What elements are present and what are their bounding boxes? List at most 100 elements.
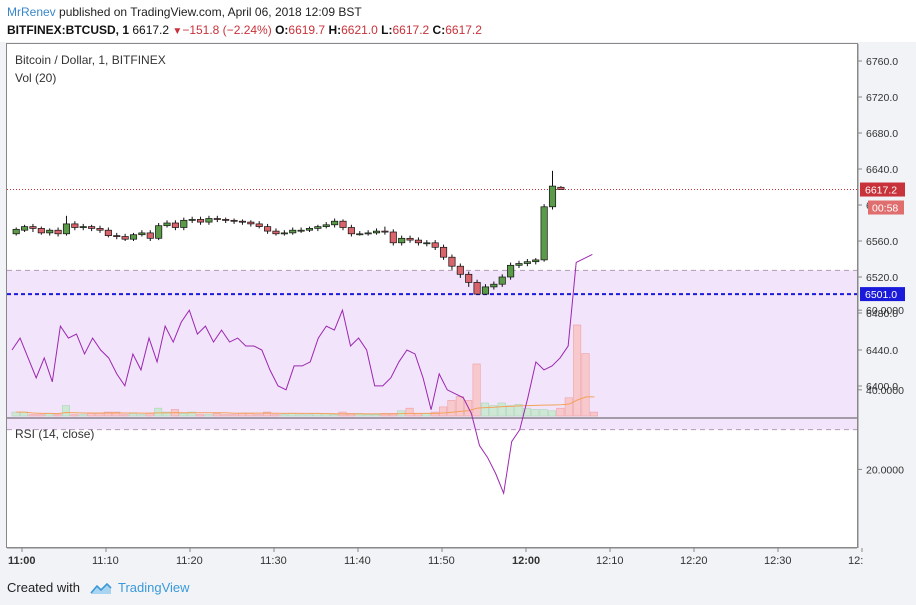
time-tick-label: 12: <box>848 555 863 567</box>
volume-bar <box>36 414 45 417</box>
candle-body <box>280 232 288 235</box>
candle-body <box>247 221 255 225</box>
candle-body <box>398 237 406 244</box>
volume-bar <box>304 414 313 417</box>
volume-bar <box>548 410 557 417</box>
price-change: −151.8 (−2.24%) <box>182 23 272 37</box>
candle-body <box>230 219 238 222</box>
time-tick-label: 12:30 <box>764 555 792 567</box>
candle-body <box>171 222 179 228</box>
volume-ma-line <box>16 396 595 415</box>
candle-body <box>46 229 54 234</box>
tradingview-brand-link[interactable]: TradingView <box>118 580 190 595</box>
symbol-label: BITFINEX:BTCUSD, 1 <box>7 23 130 37</box>
volume-bar <box>439 406 448 417</box>
volume-bar <box>506 405 515 417</box>
countdown-badge <box>868 200 904 215</box>
footer: Created with TradingView <box>7 580 190 596</box>
countdown-badge-label: 00:58 <box>872 203 898 215</box>
candle-body <box>155 225 163 239</box>
high-label: H: <box>328 23 342 37</box>
volume-tick-label: 6440.0 <box>866 345 898 357</box>
volume-bar <box>212 413 221 417</box>
candle-body <box>104 229 112 236</box>
rsi-band <box>7 270 857 430</box>
candle-body <box>88 226 96 229</box>
volume-bar <box>405 407 414 417</box>
candle-body <box>289 229 297 234</box>
candle-body <box>264 226 272 232</box>
volume-bar <box>103 411 112 417</box>
volume-bar <box>61 405 70 417</box>
price-tick-label: 6640.0 <box>866 164 898 176</box>
volume-label: Vol (20) <box>15 71 56 85</box>
time-tick-label: 11:20 <box>176 555 203 567</box>
candle-body <box>21 226 29 231</box>
candle-body <box>448 256 456 267</box>
tradingview-logo-icon <box>90 582 112 594</box>
candle-body <box>431 242 439 248</box>
candle-body <box>507 264 515 278</box>
time-tick-label: 12:00 <box>512 555 540 567</box>
candle-body <box>339 220 347 228</box>
volume-bar <box>53 414 62 417</box>
candle-body <box>238 220 246 223</box>
candle-body <box>423 242 431 245</box>
volume-bar <box>489 405 498 417</box>
volume-bar <box>531 409 540 417</box>
rsi-tick-label: 20.0000 <box>866 464 904 476</box>
volume-bar <box>271 414 280 417</box>
candle-body <box>314 226 322 229</box>
volume-bar <box>112 411 121 417</box>
current-price-badge-label: 6617.2 <box>865 185 897 197</box>
candle-body <box>548 185 557 208</box>
time-tick-label: 11:40 <box>344 555 371 567</box>
volume-bar <box>204 414 213 417</box>
volume-bar <box>179 413 188 417</box>
volume-bar <box>120 414 129 417</box>
candle-body <box>54 229 62 235</box>
candle-body <box>406 237 414 241</box>
volume-bar <box>363 414 372 417</box>
volume-bar <box>145 413 154 417</box>
volume-bar <box>480 402 489 417</box>
candle-body <box>163 222 171 227</box>
rsi-label: RSI (14, close) <box>15 427 94 441</box>
volume-tick-label: 6400.0 <box>866 381 898 393</box>
volume-bar <box>522 407 531 417</box>
candle-body <box>305 228 314 231</box>
candle-body <box>188 219 196 221</box>
volume-bar <box>497 402 506 417</box>
low-line-badge-label: 6501.0 <box>865 289 897 301</box>
volume-bar <box>154 407 163 417</box>
volume-bar <box>263 411 272 417</box>
candle-body <box>490 283 498 288</box>
rsi-line <box>11 254 593 496</box>
rsi-tick-label: 40.0000 <box>866 385 904 397</box>
ohlc-line: BITFINEX:BTCUSD, 1 6617.2 ▼−151.8 (−2.24… <box>7 23 482 37</box>
candle-body <box>557 186 565 190</box>
candle-body <box>37 228 45 234</box>
candle-body <box>389 231 397 244</box>
candle-body <box>523 261 531 264</box>
candle-body <box>473 282 481 295</box>
volume-bar <box>196 414 205 417</box>
chart-title: Bitcoin / Dollar, 1, BITFINEX <box>15 53 166 67</box>
time-tick-label: 11:00 <box>8 555 36 567</box>
volume-bar <box>129 413 138 417</box>
volume-bar <box>589 411 598 417</box>
price-tick-label: 6560.0 <box>866 236 898 248</box>
candle-body <box>205 218 213 223</box>
candle-body <box>255 223 263 227</box>
candle-body <box>381 230 389 233</box>
last-price: 6617.2 <box>132 23 170 37</box>
low-line-badge <box>860 287 905 302</box>
high-value: 6621.0 <box>341 23 378 37</box>
volume-bar <box>229 414 238 417</box>
publish-info: published on TradingView.com, April 06, … <box>59 5 362 19</box>
open-value: 6619.7 <box>288 23 326 37</box>
author-link[interactable]: MrRenev <box>7 5 56 19</box>
candle-body <box>29 226 37 229</box>
candle-body <box>364 232 372 235</box>
